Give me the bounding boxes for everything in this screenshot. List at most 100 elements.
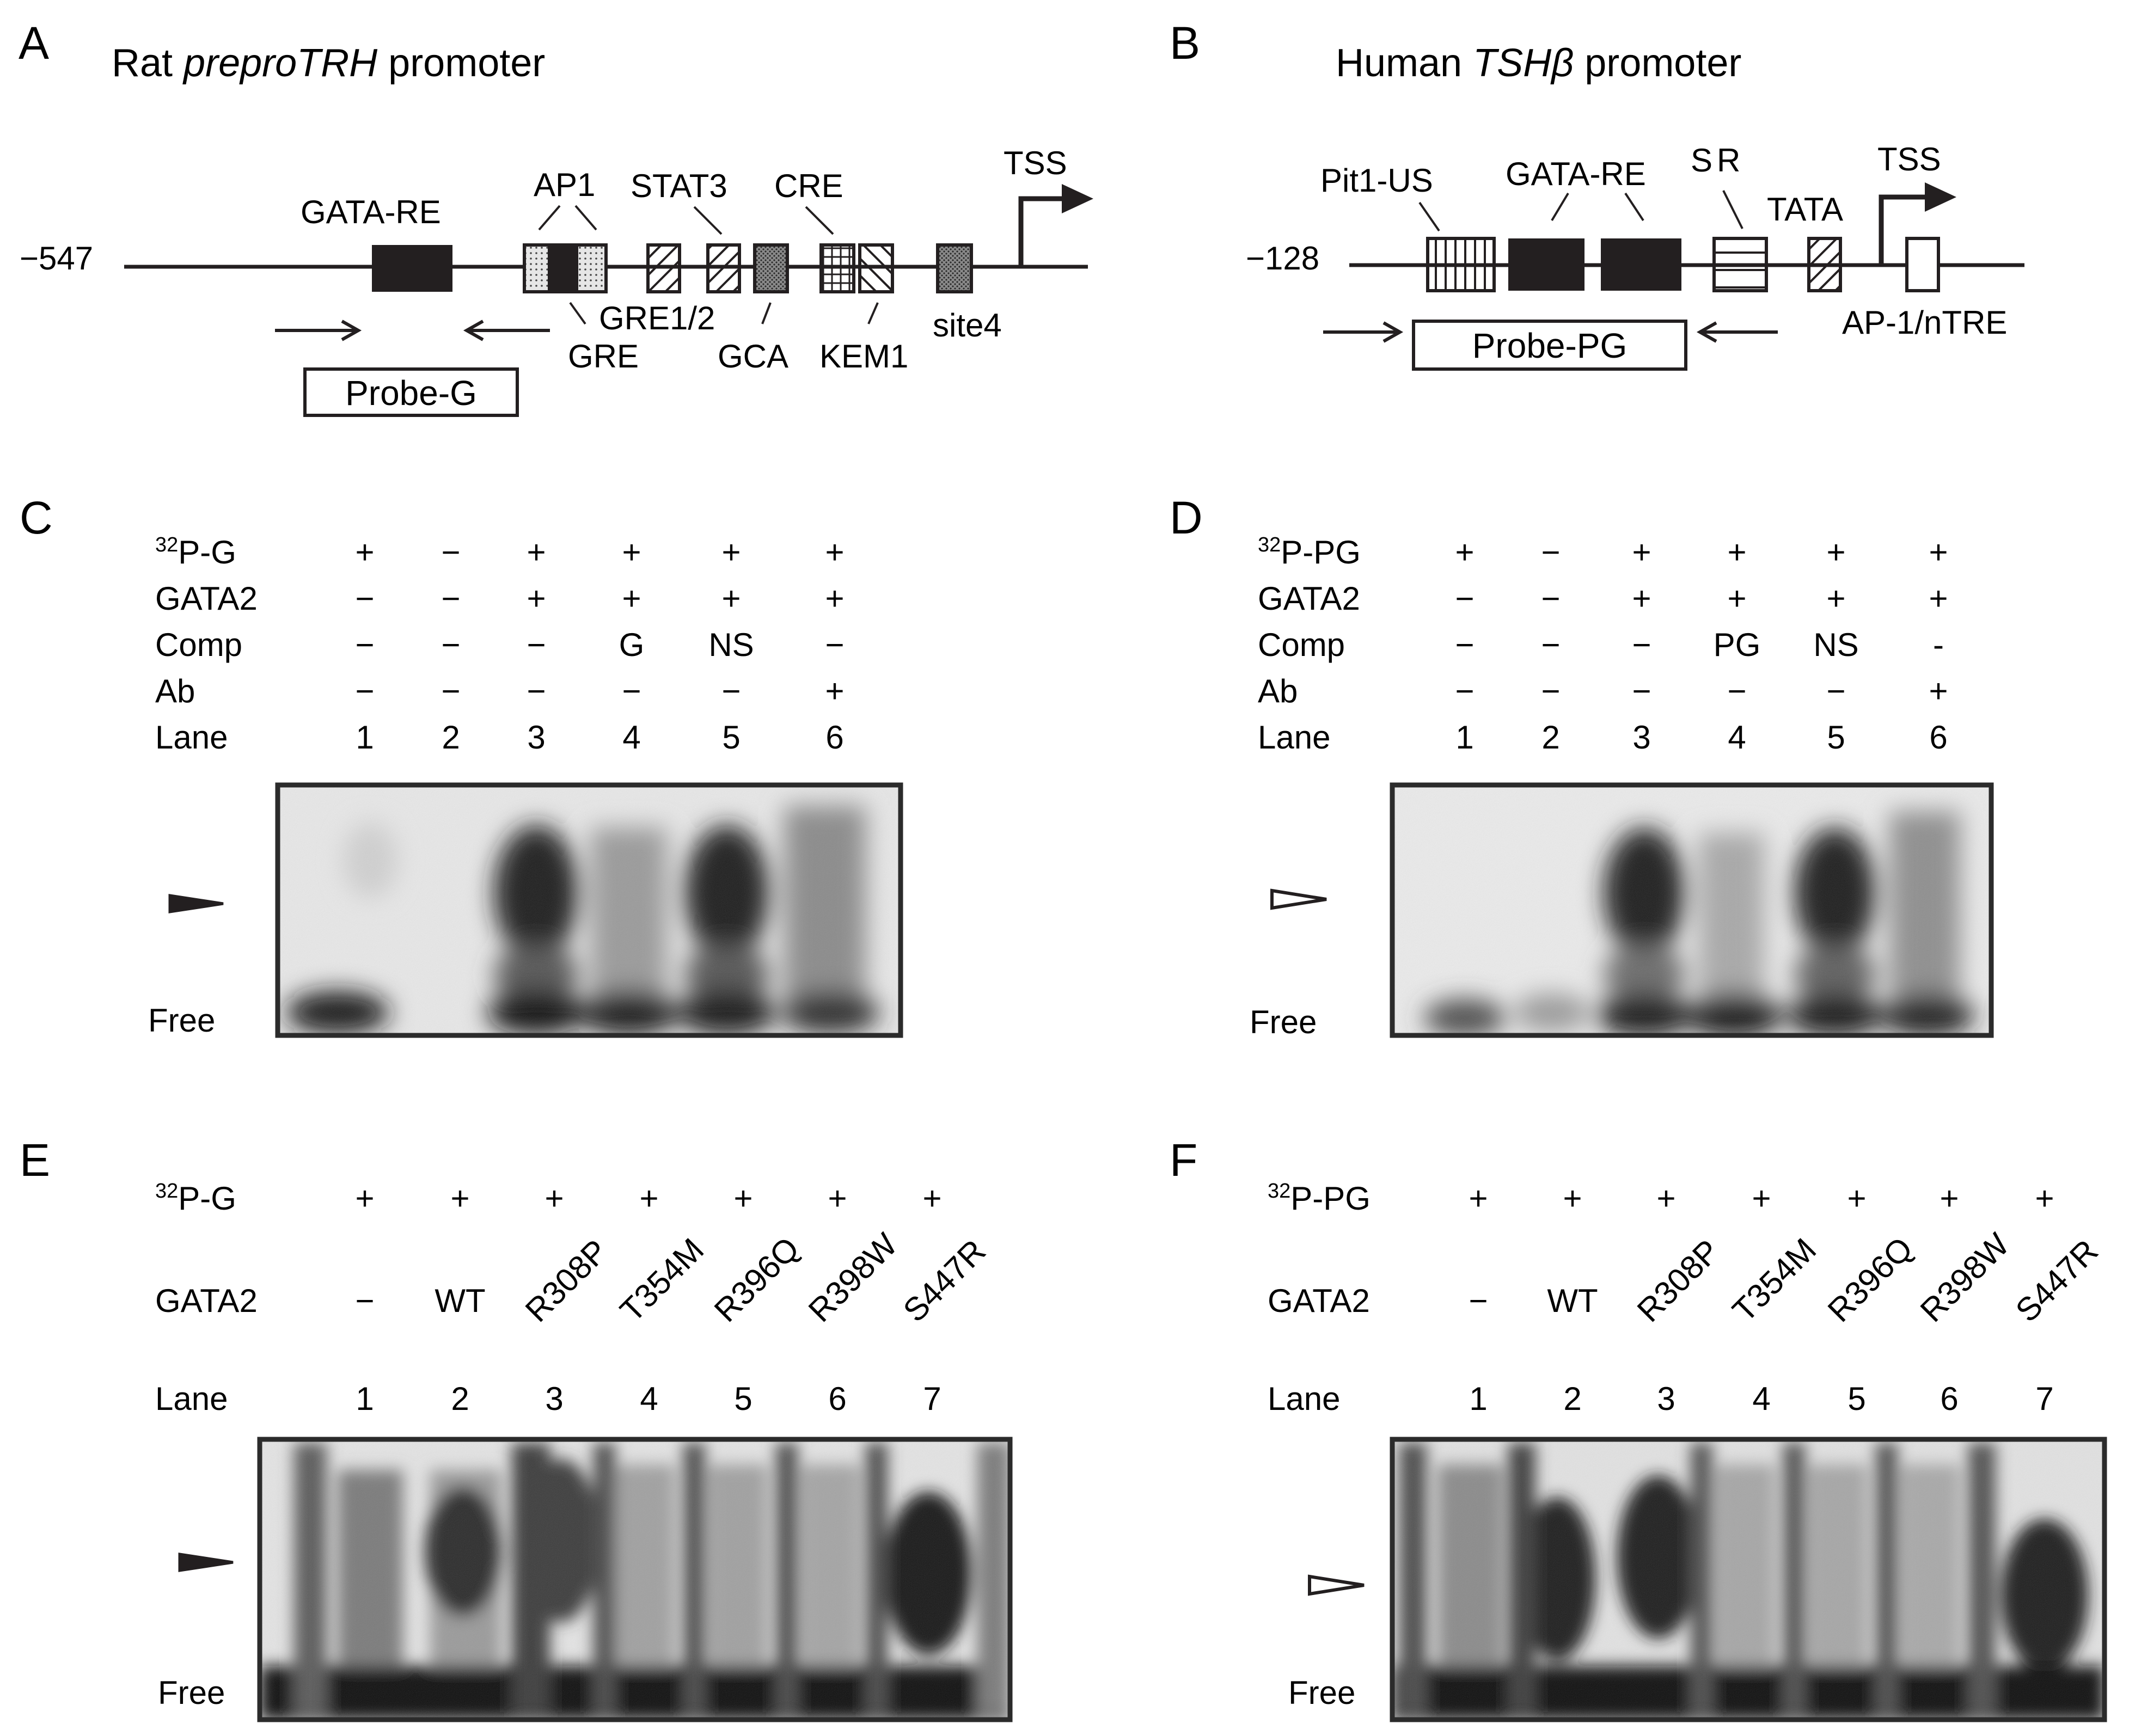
row-label-text: P-PG [1290,1180,1371,1217]
lane-number: 2 [442,719,460,756]
gel-image [1392,785,1991,1035]
lane-number: 6 [825,719,843,756]
promoter-start-position: −547 [20,240,93,277]
label-gre1-2: GRE1/2 [599,300,715,336]
label-tss: TSS [1877,141,1941,177]
label-sr: SR [1691,142,1745,179]
condition-value: + [1826,580,1845,617]
shifted-band-arrow [1308,1574,1365,1596]
condition-value: + [622,580,641,617]
gata-re-box-1 [1508,238,1584,291]
lane-number: 6 [1940,1381,1958,1417]
condition-value: PG [1714,627,1761,663]
condition-value: + [527,580,546,617]
lane-number: 3 [545,1381,563,1417]
gata2-variant: − [1469,1283,1488,1319]
gel-frame [1390,782,1994,1038]
row-label: GATA2 [155,1283,258,1319]
ap1-ntre-box [1905,237,1940,292]
gca-box [753,243,789,293]
row-label: 32P-G [155,1180,236,1217]
condition-value: + [527,534,546,571]
condition-table: 32P-PG + + + + + + +GATA2− WT R308PT354MR396QR398… [1268,1180,2105,1417]
label-gata-re: GATA-RE [1506,156,1646,192]
probe-box [303,367,519,417]
shifted-band-arrow [1270,888,1327,910]
panel-b: B Human TSHβ promoter −128 Pit1-US GATA-… [1170,17,2024,371]
probe-label: Probe-PG [1472,326,1628,365]
label-tss: TSS [1004,145,1067,181]
row-label: Ab [1258,673,1298,709]
gata2-variant: T354M [1726,1231,1823,1329]
gata-re-box-2 [1601,238,1681,291]
primer-arrows [1323,321,1778,343]
condition-value: − [1632,673,1651,709]
label-gca: GCA [718,338,788,375]
free-label: Free [1288,1674,1355,1711]
gel-image [278,785,901,1035]
condition-value: − [355,627,374,663]
lane-number: 5 [1827,719,1845,756]
row-label: GATA2 [1268,1283,1370,1319]
gata2-variant: S447R [2009,1232,2105,1329]
condition-value: + [1727,580,1746,617]
condition-value: − [1455,673,1474,709]
isotope-superscript: 32 [155,1180,178,1203]
condition-value: − [355,580,374,617]
condition-value: + [355,534,374,571]
condition-value: − [1541,580,1560,617]
panel-letter: D [1170,492,1203,543]
site4-box [936,243,973,293]
lane-number: 2 [451,1381,469,1417]
condition-value: + [825,534,844,571]
lane-number: 7 [923,1381,941,1417]
shifted-band-arrow [178,1553,234,1572]
gel-image [260,1439,1010,1720]
gata2-variant: R398W [1913,1226,2016,1329]
label-gre: GRE [568,338,639,375]
condition-value: + [1826,534,1845,571]
row-label: 32P-G [155,533,236,571]
label-tata: TATA [1767,191,1843,228]
row-label: Comp [155,627,242,663]
panel-c: C 32P-G + − + + + +GATA2− − + + + +Comp − − − G NS −Ab − − −… [20,492,903,1039]
leader-lines [1418,190,1743,232]
condition-value: + [1847,1180,1866,1217]
condition-value: + [1929,673,1948,709]
isotope-superscript: 32 [155,533,178,556]
condition-value: + [721,534,741,571]
row-label: 32P-PG [1268,1180,1371,1217]
condition-value: + [355,1180,374,1217]
row-label-text: P-G [178,534,236,571]
lane-number: 7 [2035,1381,2053,1417]
condition-value: − [441,627,460,663]
gata-re-box [372,245,452,292]
lane-number: 4 [1728,719,1746,756]
row-label-text: P-G [178,1180,236,1217]
condition-table: 32P-PG + − + + + +GATA2− − + + + +Comp − − − PG NS -Ab − − −… [1258,533,1948,756]
panel-letter: A [19,17,49,69]
stat3-box [646,243,681,293]
condition-value: + [545,1180,564,1217]
lane-number: 5 [722,719,740,756]
gata2-variant: R308P [1630,1232,1727,1329]
condition-table: 32P-G + + + + + + +GATA2− WT R308PT354MR396QR398W… [155,1180,993,1417]
condition-value: − [527,673,546,709]
gata2-variant: WT [1547,1283,1598,1319]
condition-value: − [622,673,641,709]
gata2-variant: S447R [896,1232,993,1329]
lane-number: 5 [1847,1381,1865,1417]
condition-value: − [1541,627,1560,663]
lane-number: 4 [622,719,640,756]
label-stat3: STAT3 [631,168,727,204]
free-label: Free [1250,1004,1317,1040]
label-cre: CRE [774,168,843,204]
condition-value: + [825,580,844,617]
panel-letter: B [1170,17,1200,69]
row-label: GATA2 [1258,580,1360,617]
free-label: Free [158,1674,225,1711]
condition-value: NS [1813,627,1858,663]
condition-value: − [1455,580,1474,617]
condition-value: − [1727,673,1746,709]
condition-value: − [1455,627,1474,663]
